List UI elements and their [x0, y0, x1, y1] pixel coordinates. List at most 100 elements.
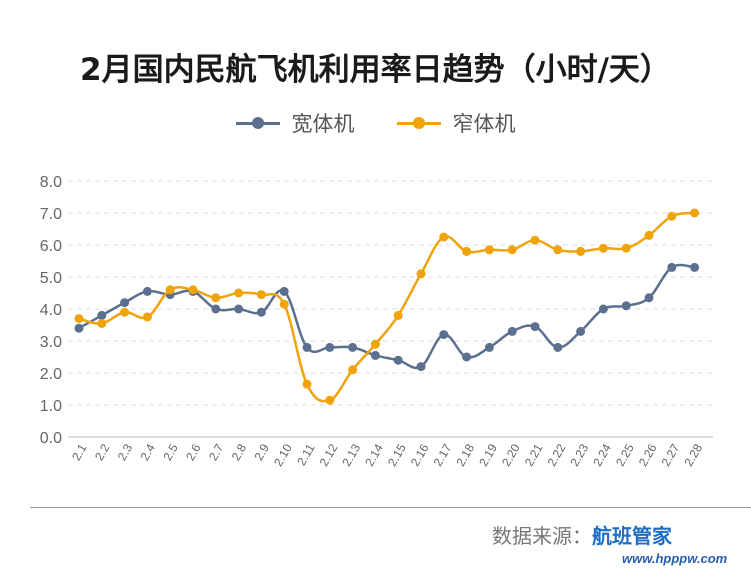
x-tick-label: 2.20 [499, 441, 523, 469]
x-tick-label: 2.7 [206, 441, 227, 463]
y-tick-label: 4.0 [40, 302, 62, 319]
series-0-point [530, 322, 540, 332]
series-0-point [621, 301, 631, 311]
series-0-point [690, 262, 700, 272]
series-line-0 [78, 263, 695, 370]
series-0-point [484, 342, 494, 352]
series-0-point [279, 286, 289, 296]
x-tick-label: 2.8 [229, 441, 250, 463]
series-0-point [234, 304, 244, 314]
data-source-label: 数据来源： [492, 524, 592, 548]
x-tick-label: 2.18 [453, 441, 477, 469]
y-tick-label: 7.0 [40, 206, 62, 223]
series-0-point [348, 342, 358, 352]
series-1-point [553, 245, 563, 255]
series-0-point [142, 286, 152, 296]
chart-legend: 宽体机 窄体机 [0, 108, 751, 138]
series-line-1 [78, 211, 695, 403]
series-1-point [97, 318, 107, 328]
series-1-point [690, 208, 700, 218]
series-1-point [393, 310, 403, 320]
series-0-point [598, 304, 608, 314]
x-tick-label: 2.28 [681, 441, 705, 469]
x-tick-label: 2.12 [317, 441, 341, 469]
series-0-point [439, 330, 449, 340]
series-0-point [644, 293, 654, 303]
series-1-point [234, 288, 244, 298]
legend-item-narrow-body: 窄体机 [396, 108, 516, 138]
y-tick-label: 6.0 [40, 238, 62, 255]
series-1-point [416, 269, 426, 279]
series-1-point [279, 299, 289, 309]
line-chart: 0.01.02.03.04.05.06.07.08.02.1 2.2 2.3 2.4 2… [40, 174, 713, 469]
series-0-point [256, 307, 266, 317]
series-1-point [256, 290, 266, 300]
y-tick-label: 3.0 [40, 334, 62, 351]
x-tick-label: 2.14 [362, 441, 386, 469]
series-1-point [211, 293, 221, 303]
series-1-point [348, 365, 358, 375]
x-tick-label: 2.17 [431, 441, 455, 469]
x-tick-label: 2.25 [613, 441, 637, 469]
series-1-point [484, 245, 494, 255]
x-tick-label: 2.1 [69, 441, 90, 463]
series-1-point [439, 232, 449, 242]
watermark: www.hpppw.com [622, 551, 728, 566]
x-tick-label: 2.9 [252, 441, 273, 463]
series-0-point [325, 342, 335, 352]
x-tick-label: 2.10 [271, 441, 295, 469]
series-0-point [211, 304, 221, 314]
series-1-point [507, 245, 517, 255]
series-1-point [120, 307, 130, 317]
x-tick-label: 2.3 [115, 441, 136, 463]
series-1-point [598, 243, 608, 253]
legend-swatch-narrow-body [396, 116, 441, 130]
x-tick-label: 2.11 [294, 441, 318, 468]
series-0-point [302, 342, 312, 352]
legend-label-wide-body: 宽体机 [291, 112, 355, 136]
legend-swatch-wide-body [235, 116, 280, 130]
series-1-point [530, 235, 540, 245]
series-1-point [74, 314, 84, 324]
x-tick-label: 2.19 [476, 441, 500, 469]
x-tick-label: 2.15 [385, 441, 409, 469]
data-source-name: 航班管家 [592, 524, 672, 548]
x-tick-label: 2.5 [160, 441, 181, 463]
series-0-point [553, 342, 563, 352]
footer-divider [30, 507, 751, 508]
series-1-point [325, 395, 335, 405]
series-1-point [370, 339, 380, 349]
series-1-point [576, 246, 586, 256]
series-1-point [621, 243, 631, 253]
x-tick-label: 2.13 [339, 441, 363, 469]
y-tick-label: 1.0 [40, 398, 62, 415]
series-0-point [667, 262, 677, 272]
series-0-point [370, 350, 380, 360]
x-tick-label: 2.22 [545, 441, 569, 469]
y-tick-label: 0.0 [40, 430, 62, 447]
x-tick-label: 2.24 [590, 441, 614, 469]
x-tick-label: 2.23 [567, 441, 591, 469]
data-source: 数据来源：航班管家 [492, 520, 672, 549]
series-0-point [576, 326, 586, 336]
series-1-point [302, 379, 312, 389]
chart-title: 2月国内民航飞机利用率日趋势（小时/天） [80, 52, 671, 88]
x-tick-label: 2.4 [138, 441, 159, 463]
series-1-point [142, 312, 152, 322]
x-tick-label: 2.6 [183, 441, 204, 463]
x-tick-label: 2.21 [522, 441, 546, 469]
x-tick-label: 2.16 [408, 441, 432, 469]
series-0-point [507, 326, 517, 336]
x-tick-label: 2.26 [636, 441, 660, 469]
legend-label-narrow-body: 窄体机 [452, 112, 516, 136]
y-tick-label: 2.0 [40, 366, 62, 383]
series-0-point [393, 355, 403, 365]
legend-item-wide-body: 宽体机 [235, 108, 355, 138]
series-1-point [462, 246, 472, 256]
x-tick-label: 2.27 [659, 441, 683, 469]
series-1-point [667, 211, 677, 221]
y-tick-label: 8.0 [40, 174, 62, 191]
series-0-point [120, 298, 130, 308]
series-0-point [74, 323, 84, 333]
series-1-point [165, 285, 175, 295]
